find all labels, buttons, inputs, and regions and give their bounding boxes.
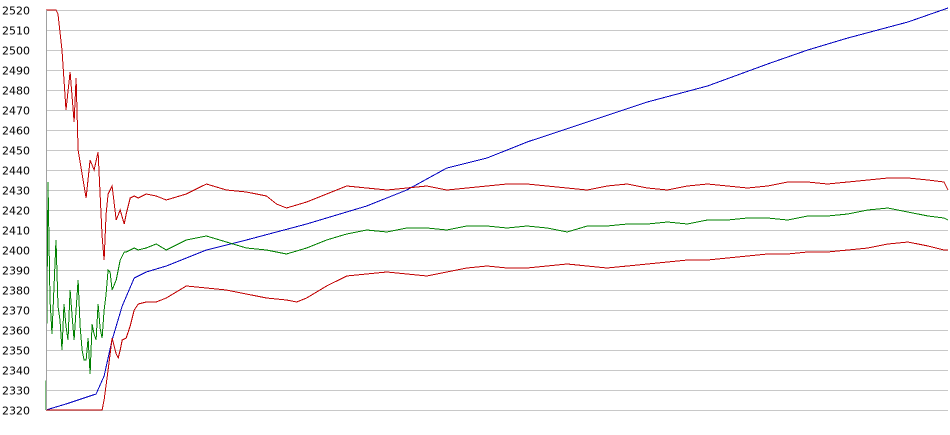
y-tick-label: 2430 [2, 185, 30, 198]
y-tick-label: 2520 [2, 5, 30, 18]
series-line-3 [45, 181, 949, 411]
y-tick-label: 2350 [2, 345, 30, 358]
y-tick-label: 2440 [2, 165, 30, 178]
y-tick-label: 2420 [2, 205, 30, 218]
y-tick-label: 2320 [2, 405, 30, 418]
y-tick-label: 2480 [2, 85, 30, 98]
y-tick-label: 2500 [2, 45, 30, 58]
y-axis-ticks: 2320 2330 2340 2350 2360 2370 2380 2390 2400 2410… [2, 5, 30, 418]
y-tick-label: 2490 [2, 65, 30, 78]
y-tick-label: 2340 [2, 365, 30, 378]
y-tick-label: 2450 [2, 145, 30, 158]
series-line-1 [45, 7, 949, 411]
y-tick-label: 2360 [2, 325, 30, 338]
y-tick-label: 2410 [2, 225, 30, 238]
y-tick-label: 2470 [2, 105, 30, 118]
series-line-2 [46, 9, 949, 261]
y-tick-label: 2330 [2, 385, 30, 398]
y-tick-label: 2460 [2, 125, 30, 138]
series-group [45, 7, 949, 411]
y-tick-label: 2510 [2, 25, 30, 38]
series-line-4 [46, 241, 948, 411]
y-tick-label: 2380 [2, 285, 30, 298]
grid [46, 10, 948, 411]
y-tick-label: 2390 [2, 265, 30, 278]
y-tick-label: 2370 [2, 305, 30, 318]
y-tick-label: 2400 [2, 245, 30, 258]
